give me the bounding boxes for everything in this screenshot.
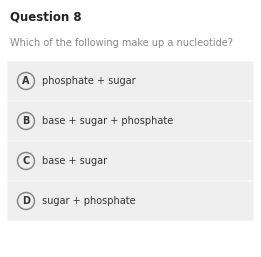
Text: base + sugar + phosphate: base + sugar + phosphate (42, 116, 173, 126)
FancyBboxPatch shape (8, 102, 253, 141)
Text: A: A (22, 76, 30, 86)
FancyBboxPatch shape (8, 142, 253, 180)
Text: C: C (22, 156, 30, 166)
FancyBboxPatch shape (8, 61, 253, 100)
FancyBboxPatch shape (8, 181, 253, 221)
Text: Which of the following make up a nucleotide?: Which of the following make up a nucleot… (10, 38, 233, 48)
Text: B: B (22, 116, 30, 126)
Text: Question 8: Question 8 (10, 10, 82, 23)
Text: D: D (22, 196, 30, 206)
Text: sugar + phosphate: sugar + phosphate (42, 196, 136, 206)
Text: base + sugar: base + sugar (42, 156, 107, 166)
Text: phosphate + sugar: phosphate + sugar (42, 76, 136, 86)
